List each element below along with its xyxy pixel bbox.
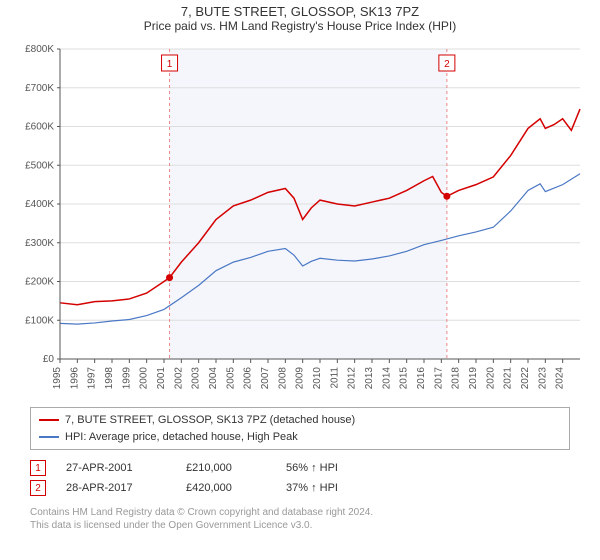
- sales-table: 1 27-APR-2001 £210,000 56% ↑ HPI 2 28-APR-201…: [30, 458, 570, 498]
- y-tick-label: £100K: [25, 315, 54, 326]
- x-tick-label: 2005: [225, 367, 236, 390]
- chart-title: 7, BUTE STREET, GLOSSOP, SK13 7PZ: [0, 0, 600, 19]
- x-tick-label: 2002: [173, 367, 184, 390]
- footer-line: This data is licensed under the Open Gov…: [30, 519, 570, 532]
- sale-hpi: 56% ↑ HPI: [286, 462, 386, 474]
- sale-marker-dot: [443, 193, 450, 200]
- footer-line: Contains HM Land Registry data © Crown c…: [30, 506, 570, 519]
- x-tick-label: 2013: [364, 367, 375, 390]
- x-tick-label: 2018: [451, 367, 462, 390]
- y-tick-label: £500K: [25, 160, 54, 171]
- x-tick-label: 1998: [104, 367, 115, 390]
- sale-price: £420,000: [186, 482, 266, 494]
- legend-swatch: [39, 436, 59, 438]
- x-tick-label: 2004: [208, 367, 219, 390]
- sale-marker-number: 1: [167, 59, 173, 70]
- x-tick-label: 2011: [329, 367, 340, 389]
- legend-row: HPI: Average price, detached house, High…: [39, 429, 561, 446]
- x-tick-label: 2017: [433, 367, 444, 390]
- x-tick-label: 2012: [347, 367, 358, 390]
- sale-hpi: 37% ↑ HPI: [286, 482, 386, 494]
- x-tick-label: 2016: [416, 367, 427, 390]
- sale-row: 1 27-APR-2001 £210,000 56% ↑ HPI: [30, 458, 570, 478]
- price-chart: £0 £100K £200K £300K £400K £500K £600K £700K £80…: [10, 39, 590, 399]
- sale-price: £210,000: [186, 462, 266, 474]
- sale-date: 27-APR-2001: [66, 462, 166, 474]
- x-tick-label: 1997: [87, 367, 98, 390]
- y-tick-label: £0: [43, 354, 55, 365]
- sale-date: 28-APR-2017: [66, 482, 166, 494]
- x-tick-label: 2020: [485, 367, 496, 390]
- legend-swatch: [39, 419, 59, 421]
- x-tick-label: 2015: [399, 367, 410, 390]
- legend-label: HPI: Average price, detached house, High…: [65, 429, 298, 446]
- chart-svg: £0 £100K £200K £300K £400K £500K £600K £700K £80…: [10, 39, 590, 399]
- x-tick-label: 1999: [121, 367, 132, 390]
- sale-badge: 1: [30, 460, 46, 476]
- sale-marker-dot: [166, 274, 173, 281]
- y-tick-label: £300K: [25, 238, 54, 249]
- x-tick-label: 2008: [277, 367, 288, 390]
- y-tick-label: £700K: [25, 83, 54, 94]
- legend-label: 7, BUTE STREET, GLOSSOP, SK13 7PZ (detac…: [65, 412, 355, 429]
- sale-badge: 2: [30, 480, 46, 496]
- x-tick-label: 2009: [295, 367, 306, 390]
- y-tick-label: £800K: [25, 44, 54, 55]
- x-tick-label: 2010: [312, 367, 323, 390]
- x-tick-label: 2001: [156, 367, 167, 390]
- footer-attribution: Contains HM Land Registry data © Crown c…: [30, 506, 570, 532]
- x-tick-label: 2000: [139, 367, 150, 390]
- x-tick-label: 2021: [503, 367, 514, 390]
- chart-subtitle: Price paid vs. HM Land Registry's House …: [0, 19, 600, 39]
- y-tick-label: £600K: [25, 122, 54, 133]
- sale-row: 2 28-APR-2017 £420,000 37% ↑ HPI: [30, 478, 570, 498]
- x-tick-label: 1996: [69, 367, 80, 390]
- x-tick-label: 2024: [555, 367, 566, 390]
- x-tick-label: 2019: [468, 367, 479, 390]
- y-tick-label: £400K: [25, 199, 54, 210]
- x-tick-label: 1995: [52, 367, 63, 390]
- x-tick-label: 2022: [520, 367, 531, 390]
- legend-box: 7, BUTE STREET, GLOSSOP, SK13 7PZ (detac…: [30, 407, 570, 450]
- x-tick-label: 2003: [191, 367, 202, 390]
- x-tick-label: 2007: [260, 367, 271, 390]
- x-tick-label: 2014: [381, 367, 392, 390]
- legend-row: 7, BUTE STREET, GLOSSOP, SK13 7PZ (detac…: [39, 412, 561, 429]
- sale-marker-number: 2: [444, 59, 450, 70]
- x-tick-label: 2006: [243, 367, 254, 390]
- x-tick-label: 2023: [537, 367, 548, 390]
- y-tick-label: £200K: [25, 277, 54, 288]
